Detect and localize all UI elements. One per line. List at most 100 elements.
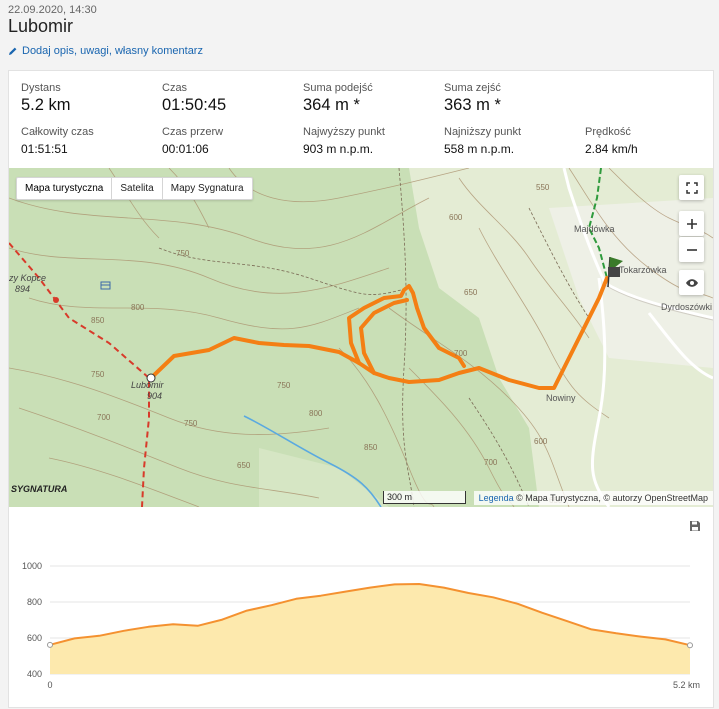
add-comment-label: Dodaj opis, uwagi, własny komentarz: [22, 45, 203, 57]
finish-flag-icon[interactable]: [607, 256, 623, 288]
valley-area: [259, 448, 389, 507]
stat-label: Czas przerw: [162, 126, 224, 138]
fullscreen-button[interactable]: [679, 175, 704, 200]
stat-distance: Dystans 5.2 km: [21, 82, 71, 115]
contour-label: 550: [536, 183, 550, 192]
elevation-line: [49, 583, 691, 647]
attribution-text: © Mapa Turystyczna, © autorzy OpenStreet…: [516, 493, 708, 503]
stat-value: 558 m n.p.m.: [444, 142, 515, 156]
stat-value: 5.2 km: [21, 96, 71, 114]
peak-label: Lubomir: [131, 380, 165, 390]
stat-value: 903 m n.p.m.: [303, 142, 374, 156]
contour-label: 750: [91, 370, 105, 379]
y-tick-label: 400: [27, 669, 42, 679]
elevation-area: [50, 584, 690, 674]
map-layer-tabs: Mapa turystyczna Satelita Mapy Sygnatura: [16, 177, 253, 200]
stats-panel: Dystans 5.2 km Czas 01:50:45 Suma podejś…: [9, 71, 713, 167]
zoom-in-button[interactable]: [679, 211, 704, 236]
stat-label: Suma zejść: [444, 82, 501, 94]
contour-label: 650: [237, 461, 251, 470]
trail-junction-icon: [53, 297, 59, 303]
stat-label: Dystans: [21, 82, 61, 94]
stat-total-time: Całkowity czas 01:51:51: [21, 126, 94, 156]
tab-sygnatura-maps[interactable]: Mapy Sygnatura: [170, 183, 244, 194]
road-edges: [604, 284, 713, 321]
contour-label: 750: [176, 249, 190, 258]
stat-lowest: Najniższy punkt 558 m n.p.m.: [444, 126, 521, 156]
nowiny-label: Nowiny: [546, 393, 576, 403]
stat-value: 2.84 km/h: [585, 142, 638, 156]
stat-value: 363 m *: [444, 96, 501, 114]
plus-icon: [686, 218, 697, 229]
map-attribution: Legenda © Mapa Turystyczna, © autorzy Op…: [473, 491, 713, 505]
stat-speed: Prędkość 2.84 km/h: [585, 126, 638, 156]
sygnatura-logo: SYGNATURA: [11, 484, 68, 494]
save-icon[interactable]: [689, 520, 701, 532]
start-point: [47, 641, 53, 648]
shelter-icon: [100, 281, 111, 290]
dyrdoszowki-label: Dyrdoszówki: [661, 302, 712, 312]
tab-satellite[interactable]: Satelita: [112, 178, 163, 199]
start-marker[interactable]: [146, 373, 156, 383]
stat-label: Prędkość: [585, 126, 631, 138]
village-labels: Majdówka Tokarzówka Dyrdoszówki Nowiny: [546, 224, 712, 403]
stat-value: 00:01:06: [162, 142, 209, 156]
village-area: [549, 198, 713, 368]
contour-label: 700: [454, 349, 468, 358]
activity-title: Lubomir: [8, 16, 74, 36]
tab-tourist-map[interactable]: Mapa turystyczna: [17, 178, 113, 199]
tokarzowka-label: Tokarzówka: [619, 265, 667, 275]
activity-date: 22.09.2020, 14:30: [8, 4, 97, 16]
y-tick-label: 800: [27, 597, 42, 607]
eye-icon: [685, 278, 698, 287]
stat-time: Czas 01:50:45: [162, 82, 226, 115]
stat-highest: Najwyższy punkt 903 m n.p.m.: [303, 126, 385, 156]
red-trail: [9, 242, 150, 507]
contour-label: 750: [277, 381, 291, 390]
roads: [562, 168, 713, 507]
stat-value: 364 m *: [303, 96, 360, 114]
contour-label: 850: [364, 443, 378, 452]
y-tick-label: 600: [27, 633, 42, 643]
zoom-out-button[interactable]: [679, 237, 704, 262]
stat-label: Suma podejść: [303, 82, 373, 94]
visibility-button[interactable]: [679, 270, 704, 295]
x-tick-label: 0: [47, 680, 52, 690]
stat-label: Czas: [162, 82, 188, 94]
contour-label: 700: [484, 458, 498, 467]
kopce-label: zy Kopce: [9, 273, 46, 283]
fullscreen-icon: [685, 181, 698, 194]
kopce-elevation-label: 894: [15, 284, 30, 294]
activity-card: Dystans 5.2 km Czas 01:50:45 Suma podejś…: [8, 70, 714, 708]
stat-label: Całkowity czas: [21, 126, 94, 138]
contour-label: 850: [91, 316, 105, 325]
place-labels: Lubomir 904 zy Kopce 894: [9, 273, 165, 401]
contour-label: 800: [309, 409, 323, 418]
map-terrain[interactable]: 750 850 800 750 700 650 600 550 650 700 …: [9, 168, 713, 507]
legend-link[interactable]: Legenda: [478, 493, 514, 503]
gps-track: [149, 276, 609, 390]
stat-value: 01:51:51: [21, 142, 68, 156]
contour-label: 650: [464, 288, 478, 297]
minus-icon: [686, 248, 697, 251]
end-point: [687, 642, 693, 649]
majdowka-label: Majdówka: [574, 224, 615, 234]
peak-elevation-label: 904: [147, 391, 162, 401]
stat-label: Najwyższy punkt: [303, 126, 385, 138]
stream: [243, 415, 382, 507]
contour-label: 750: [184, 419, 198, 428]
stat-break-time: Czas przerw 00:01:06: [162, 126, 223, 156]
contour-label: 700: [97, 413, 111, 422]
map-scale: 300 m: [383, 491, 466, 504]
contour-label: 800: [131, 303, 145, 312]
route-map[interactable]: 750 850 800 750 700 650 600 550 650 700 …: [9, 168, 713, 507]
stat-descent: Suma zejść 363 m *: [444, 82, 501, 115]
stat-value: 01:50:45: [162, 96, 227, 114]
stat-label: Najniższy punkt: [444, 126, 522, 138]
elevation-chart[interactable]: 400 600 800 1000 0 5.2 km: [9, 508, 713, 707]
contour-label: 600: [534, 437, 548, 446]
pencil-icon: [9, 47, 17, 55]
contour-label: 600: [449, 213, 463, 222]
add-comment-link[interactable]: Dodaj opis, uwagi, własny komentarz: [8, 45, 203, 57]
y-tick-label: 1000: [22, 561, 42, 571]
